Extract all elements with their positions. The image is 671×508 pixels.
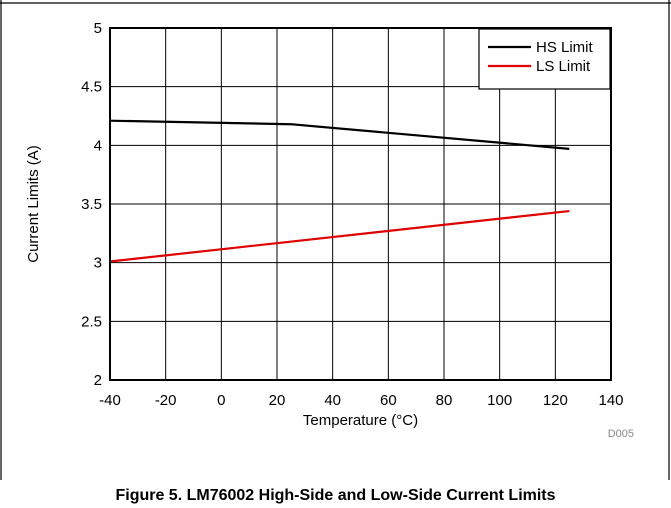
y-axis-title: Current Limits (A) [25,145,42,263]
y-tick-label: 4.5 [81,79,102,96]
x-tick-label: 140 [598,392,623,409]
x-tick-label: 0 [217,392,225,409]
y-tick-label: 2.5 [81,313,102,330]
legend-label: HS Limit [536,39,594,56]
figure-code: D005 [608,428,634,440]
x-tick-label: 120 [543,392,568,409]
series-line-hs-limit [109,119,570,150]
x-tick-label: 60 [380,392,397,409]
y-tick-label: 5 [94,20,102,37]
x-tick-label: 40 [324,392,341,409]
figure-caption: Figure 5. LM76002 High-Side and Low-Side… [115,487,556,504]
legend: HS Limit LS Limit [478,28,611,90]
plot-area [109,27,612,381]
tick-labels: -40 -20 0 20 40 60 80 100 120 140 2 2.5 3 3.5 4 4.5 5 [81,20,623,409]
y-tick-label: 3.5 [81,196,102,213]
y-tick-label: 4 [94,137,102,154]
y-tick-label: 3 [94,255,102,272]
x-tick-label: 100 [487,392,512,409]
x-tick-label: -20 [155,392,177,409]
legend-label: LS Limit [536,58,591,75]
y-tick-label: 2 [94,372,102,389]
x-tick-label: 80 [436,392,453,409]
series-line-ls-limit [109,209,570,263]
x-tick-label: -40 [99,392,121,409]
legend-box [478,28,611,90]
x-axis-title: Temperature (°C) [303,412,418,429]
x-tick-label: 20 [269,392,286,409]
series-lines [109,119,570,263]
